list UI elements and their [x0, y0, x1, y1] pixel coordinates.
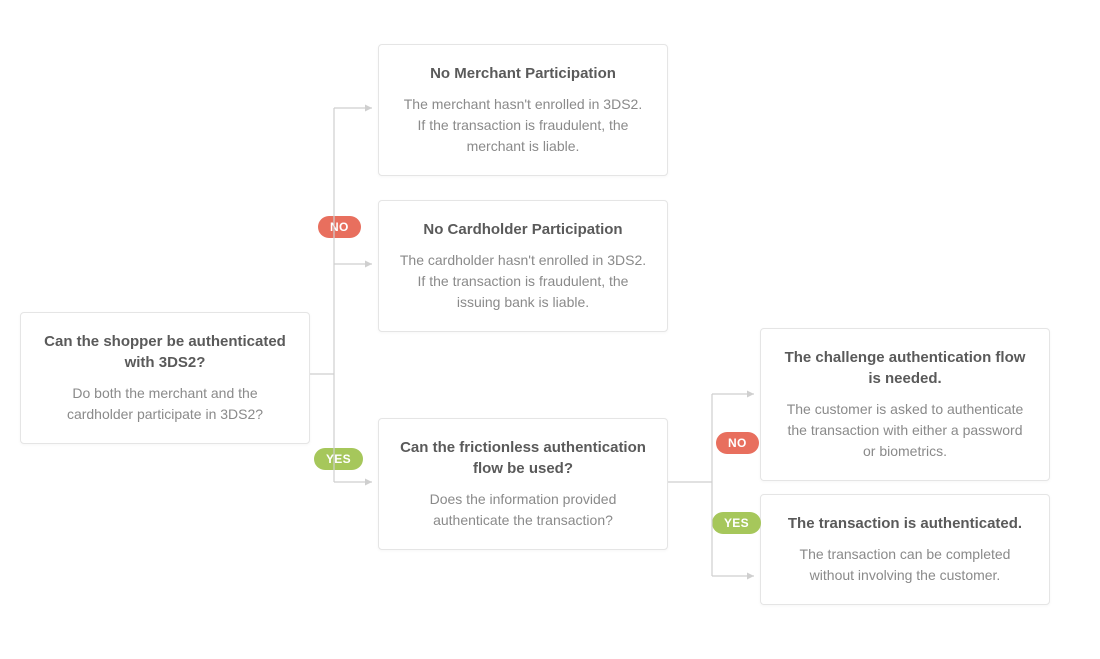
badge-yes-2: YES — [712, 512, 761, 534]
badge-yes-2-label: YES — [724, 516, 749, 530]
node-q1-title: Can the shopper be authenticated with 3D… — [41, 331, 289, 373]
badge-yes-1-label: YES — [326, 452, 351, 466]
badge-no-1-label: NO — [330, 220, 349, 234]
node-n2: No Cardholder Participation The cardhold… — [378, 200, 668, 332]
node-q2-body: Does the information provided authentica… — [399, 489, 647, 531]
node-n2-body: The cardholder hasn't enrolled in 3DS2. … — [399, 250, 647, 313]
badge-no-2: NO — [716, 432, 759, 454]
badge-no-2-label: NO — [728, 436, 747, 450]
node-r2: The transaction is authenticated. The tr… — [760, 494, 1050, 605]
node-n2-title: No Cardholder Participation — [399, 219, 647, 240]
node-q1-body: Do both the merchant and the cardholder … — [41, 383, 289, 425]
node-q2-title: Can the frictionless authentication flow… — [399, 437, 647, 479]
node-q1: Can the shopper be authenticated with 3D… — [20, 312, 310, 444]
badge-no-1: NO — [318, 216, 361, 238]
badge-yes-1: YES — [314, 448, 363, 470]
node-n1-body: The merchant hasn't enrolled in 3DS2. If… — [399, 94, 647, 157]
node-r2-title: The transaction is authenticated. — [781, 513, 1029, 534]
node-n1-title: No Merchant Participation — [399, 63, 647, 84]
node-r1-title: The challenge authentication flow is nee… — [781, 347, 1029, 389]
node-n1: No Merchant Participation The merchant h… — [378, 44, 668, 176]
node-r1-body: The customer is asked to authenticate th… — [781, 399, 1029, 462]
node-r1: The challenge authentication flow is nee… — [760, 328, 1050, 481]
node-r2-body: The transaction can be completed without… — [781, 544, 1029, 586]
node-q2: Can the frictionless authentication flow… — [378, 418, 668, 550]
